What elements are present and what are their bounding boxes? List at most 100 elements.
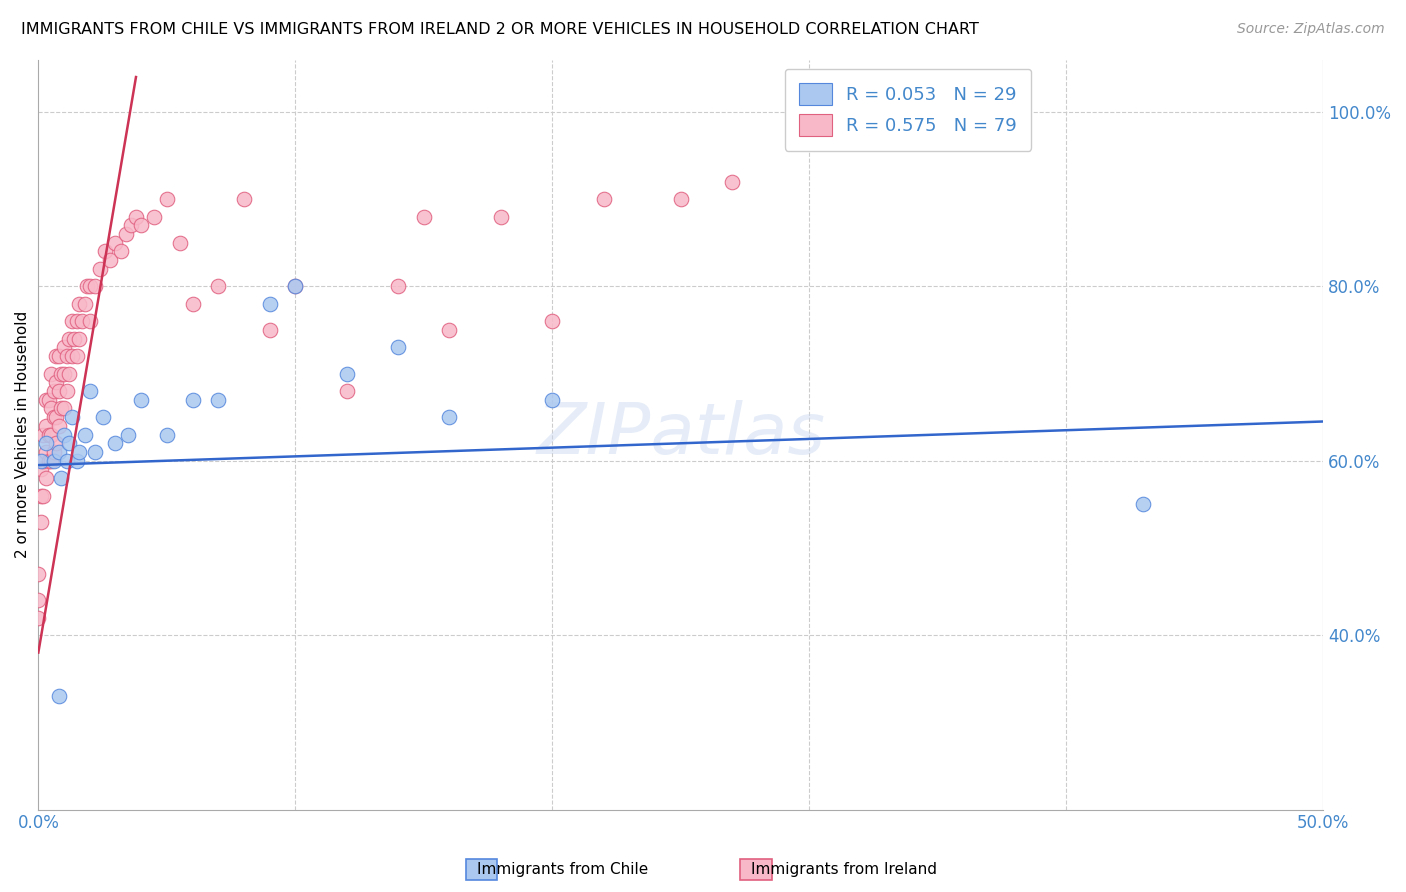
- Point: [98, 253, 121, 268]
- Point: [39, 367, 62, 381]
- Point: [110, 244, 132, 259]
- Point: [51, 367, 73, 381]
- Point: [66, 454, 89, 468]
- Text: Immigrants from Chile: Immigrants from Chile: [477, 863, 648, 877]
- Point: [35, 471, 58, 485]
- Point: [232, 192, 254, 206]
- Point: [55, 384, 77, 398]
- Point: [53, 367, 76, 381]
- Point: [439, 410, 461, 425]
- Point: [60, 314, 83, 328]
- Point: [114, 227, 136, 241]
- Point: [120, 219, 142, 233]
- Point: [489, 210, 512, 224]
- Point: [53, 427, 76, 442]
- Point: [53, 340, 76, 354]
- Point: [63, 332, 86, 346]
- Point: [284, 279, 307, 293]
- Point: [207, 279, 229, 293]
- Point: [207, 392, 229, 407]
- Point: [181, 392, 204, 407]
- Point: [284, 279, 307, 293]
- Point: [104, 436, 127, 450]
- Point: [1132, 497, 1154, 511]
- Point: [412, 210, 434, 224]
- Point: [42, 454, 65, 468]
- Point: [51, 471, 73, 485]
- Point: [336, 367, 359, 381]
- Point: [66, 349, 89, 363]
- FancyBboxPatch shape: [465, 859, 498, 880]
- Point: [66, 314, 89, 328]
- Point: [45, 376, 67, 390]
- Point: [387, 279, 409, 293]
- Point: [45, 436, 67, 450]
- Point: [541, 392, 564, 407]
- Point: [48, 689, 70, 703]
- Point: [48, 349, 70, 363]
- Y-axis label: 2 or more Vehicles in Household: 2 or more Vehicles in Household: [15, 311, 30, 558]
- Point: [104, 235, 127, 250]
- Point: [60, 410, 83, 425]
- Point: [336, 384, 359, 398]
- Point: [89, 261, 111, 276]
- Point: [48, 418, 70, 433]
- Point: [69, 332, 91, 346]
- Point: [53, 401, 76, 416]
- Point: [27, 610, 49, 624]
- Point: [35, 445, 58, 459]
- Point: [27, 593, 49, 607]
- Point: [73, 427, 96, 442]
- Point: [45, 349, 67, 363]
- Point: [58, 332, 80, 346]
- Point: [83, 445, 105, 459]
- Point: [27, 567, 49, 582]
- Point: [48, 445, 70, 459]
- Point: [32, 489, 55, 503]
- Point: [592, 192, 614, 206]
- Point: [181, 297, 204, 311]
- Point: [79, 384, 101, 398]
- Point: [48, 384, 70, 398]
- Point: [669, 192, 692, 206]
- Point: [35, 436, 58, 450]
- Point: [143, 210, 166, 224]
- Point: [42, 384, 65, 398]
- Point: [259, 297, 281, 311]
- Point: [69, 445, 91, 459]
- Point: [39, 427, 62, 442]
- Text: Immigrants from Ireland: Immigrants from Ireland: [751, 863, 936, 877]
- Point: [38, 454, 60, 468]
- Point: [38, 427, 60, 442]
- Point: [129, 219, 152, 233]
- Point: [58, 436, 80, 450]
- Point: [35, 392, 58, 407]
- Point: [79, 279, 101, 293]
- Point: [259, 323, 281, 337]
- Point: [169, 235, 191, 250]
- Point: [51, 401, 73, 416]
- Point: [35, 418, 58, 433]
- Point: [58, 367, 80, 381]
- Point: [55, 454, 77, 468]
- Point: [55, 349, 77, 363]
- Point: [69, 297, 91, 311]
- Text: IMMIGRANTS FROM CHILE VS IMMIGRANTS FROM IRELAND 2 OR MORE VEHICLES IN HOUSEHOLD: IMMIGRANTS FROM CHILE VS IMMIGRANTS FROM…: [21, 22, 979, 37]
- Text: ZIPatlas: ZIPatlas: [536, 401, 825, 469]
- Point: [30, 515, 52, 529]
- Point: [79, 314, 101, 328]
- Point: [83, 279, 105, 293]
- Point: [541, 314, 564, 328]
- Point: [439, 323, 461, 337]
- Point: [42, 445, 65, 459]
- FancyBboxPatch shape: [740, 859, 772, 880]
- Point: [721, 175, 744, 189]
- Point: [117, 427, 139, 442]
- Point: [39, 401, 62, 416]
- Legend: R = 0.053   N = 29, R = 0.575   N = 79: R = 0.053 N = 29, R = 0.575 N = 79: [785, 69, 1032, 151]
- Point: [30, 489, 52, 503]
- Point: [156, 192, 179, 206]
- Point: [156, 427, 179, 442]
- Point: [76, 279, 98, 293]
- Point: [42, 410, 65, 425]
